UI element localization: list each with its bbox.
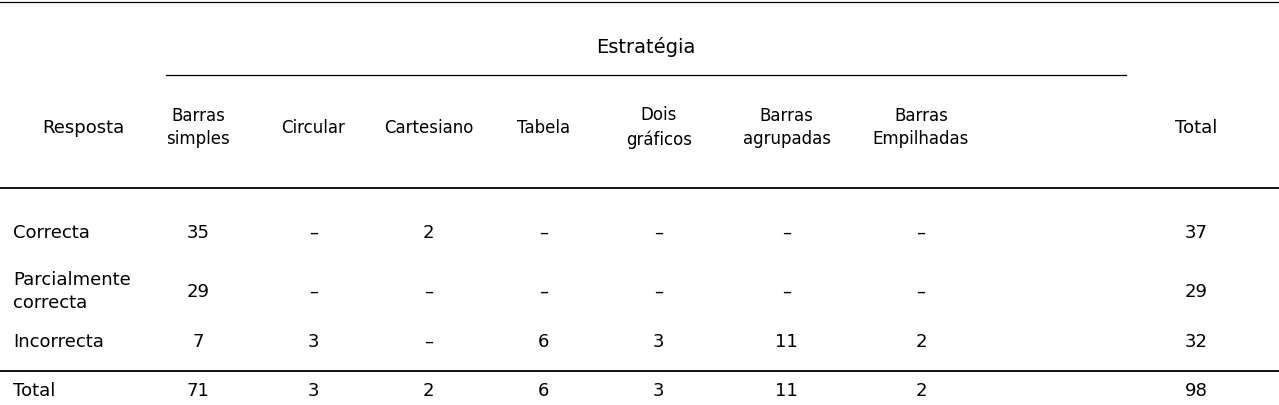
Text: 3: 3	[654, 333, 664, 351]
Text: 3: 3	[308, 333, 318, 351]
Text: 29: 29	[187, 283, 210, 301]
Text: 11: 11	[775, 333, 798, 351]
Text: Tabela: Tabela	[517, 119, 570, 136]
Text: –: –	[308, 224, 318, 242]
Text: Incorrecta: Incorrecta	[13, 333, 104, 351]
Text: 32: 32	[1184, 333, 1207, 351]
Text: 6: 6	[538, 333, 549, 351]
Text: Estratégia: Estratégia	[596, 36, 696, 57]
Text: 37: 37	[1184, 224, 1207, 242]
Text: –: –	[654, 283, 664, 301]
Text: 2: 2	[423, 382, 434, 400]
Text: Parcialmente
correcta: Parcialmente correcta	[13, 271, 130, 312]
Text: 2: 2	[423, 224, 434, 242]
Text: 6: 6	[538, 382, 549, 400]
Text: –: –	[781, 283, 792, 301]
Text: 11: 11	[775, 382, 798, 400]
Text: 71: 71	[187, 382, 210, 400]
Text: 29: 29	[1184, 283, 1207, 301]
Text: –: –	[916, 224, 926, 242]
Text: Total: Total	[1174, 119, 1218, 136]
Text: 7: 7	[193, 333, 203, 351]
Text: Circular: Circular	[281, 119, 345, 136]
Text: –: –	[654, 224, 664, 242]
Text: 3: 3	[654, 382, 664, 400]
Text: –: –	[781, 224, 792, 242]
Text: 35: 35	[187, 224, 210, 242]
Text: –: –	[308, 283, 318, 301]
Text: Cartesiano: Cartesiano	[384, 119, 473, 136]
Text: –: –	[538, 224, 549, 242]
Text: 98: 98	[1184, 382, 1207, 400]
Text: 2: 2	[916, 382, 926, 400]
Text: Total: Total	[13, 382, 55, 400]
Text: –: –	[423, 333, 434, 351]
Text: Barras
agrupadas: Barras agrupadas	[743, 107, 830, 148]
Text: Correcta: Correcta	[13, 224, 90, 242]
Text: –: –	[538, 283, 549, 301]
Text: 2: 2	[916, 333, 926, 351]
Text: 3: 3	[308, 382, 318, 400]
Text: Resposta: Resposta	[42, 119, 124, 136]
Text: Dois
gráficos: Dois gráficos	[625, 107, 692, 149]
Text: –: –	[423, 283, 434, 301]
Text: Barras
Empilhadas: Barras Empilhadas	[872, 107, 969, 148]
Text: –: –	[916, 283, 926, 301]
Text: Barras
simples: Barras simples	[166, 107, 230, 148]
